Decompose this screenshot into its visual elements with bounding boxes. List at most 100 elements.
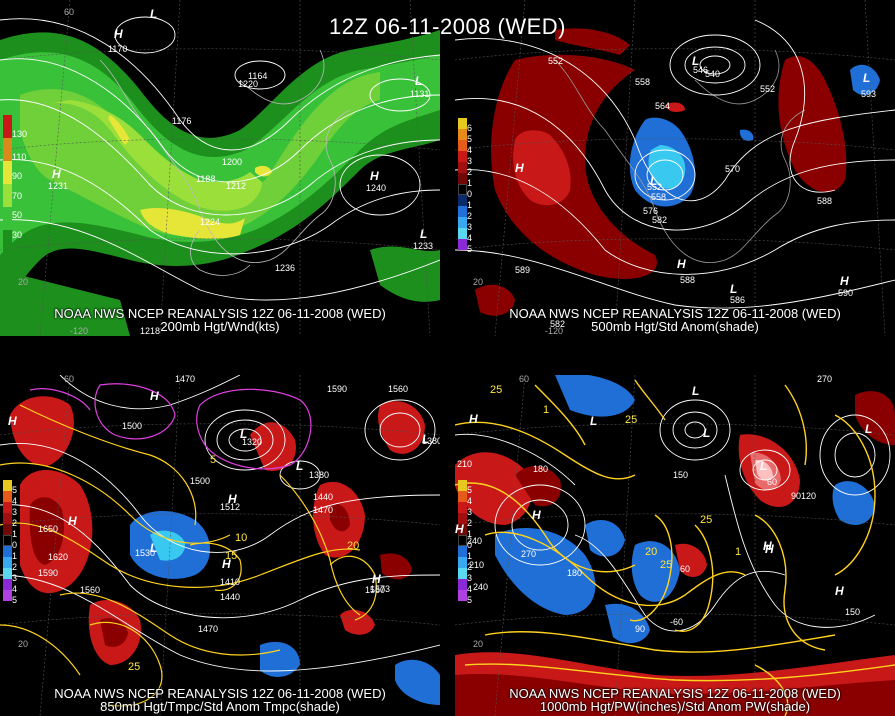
temp-value: 5 [210,454,217,466]
legend-label: 0 [467,540,473,550]
legend-swatch [458,579,467,590]
legend-label: 5 [467,485,473,495]
lat-lon-grid [0,0,440,336]
contour-value: 1650 [38,524,59,534]
pressure-center: H [469,412,478,426]
legend-label: 5 [12,485,18,495]
pressure-center: L [422,432,430,446]
map-1000mb [455,375,895,716]
pressure-center: H [765,542,774,556]
legend-swatch [458,480,467,491]
legend-label: 1 [467,200,473,210]
legend-swatch [458,173,467,184]
temp-value: 15 [225,550,238,562]
pressure-center: H [68,514,77,528]
legend-swatch [458,228,467,239]
legend-label: 4 [12,584,18,594]
contour-value: 90 [791,491,802,501]
contour-value: 180 [567,568,583,578]
panel-caption-field: 1000mb Hgt/PW(inches)/Std Anom PW(shade) [539,699,811,714]
panel-1000mb: 5 4 3 2 1 0 1 2 3 4 5 60 20 H L L H H L … [455,375,895,716]
legend-swatch [3,184,12,207]
legend-swatch [458,118,467,129]
pressure-center: H [228,492,237,506]
contour-value: 1200 [222,157,243,167]
height-contours [0,16,440,301]
contour-value: 1573 [370,584,391,594]
pressure-center: H [677,257,686,271]
contour-value: 1560 [365,585,386,595]
contour-value: 1131 [410,89,430,99]
pressure-center: L [865,422,873,436]
pressure-center: L [150,541,158,555]
pw-value: 25 [625,414,638,426]
pw-value: 25 [700,514,713,526]
legend-swatch [3,491,12,502]
legend-label: 1 [12,529,18,539]
pressure-center: H [370,169,379,183]
legend-swatch [458,140,467,151]
contour-value: 1188 [196,174,216,184]
panel-caption-source: NOAA NWS NCEP REANALYSIS 12Z 06-11-2008 … [54,686,386,701]
legend-swatch [458,568,467,579]
contour-value: 1380 [309,470,330,480]
pressure-center: L [730,282,738,296]
legend-swatch [458,217,467,228]
legend-label: 3 [12,507,18,517]
legend-swatch [458,184,467,195]
legend-label: 1 [467,551,473,561]
pressure-center: H [763,539,772,553]
pressure-center: L [240,427,248,441]
lat-label: 60 [519,375,530,384]
pressure-center: L [692,384,700,398]
legend-label: 3 [467,573,473,583]
legend-label: 5 [467,134,473,144]
legend-label: 0 [12,540,18,550]
contour-value: 589 [515,265,531,275]
legend-swatch [458,491,467,502]
lat-label: 20 [18,277,29,287]
legend-label: 2 [12,518,18,528]
pressure-center: L [692,54,700,68]
contour-value: 558 [635,77,651,87]
panel-200mb: 130 110 90 70 50 30 60 20 -120 L L H L H… [0,0,440,336]
legend-swatch [458,535,467,546]
pw-value: 1 [735,546,742,558]
legend-swatch [3,579,12,590]
legend-label: 0 [467,189,473,199]
contour-value: 552 [647,182,663,192]
contour-value: 270 [817,375,833,384]
lat-lon-grid [455,0,895,336]
panel-caption-source: NOAA NWS NCEP REANALYSIS 12Z 06-11-2008 … [509,306,841,321]
map-850mb [0,375,440,716]
legend-label: 130 [12,129,28,139]
contour-value: 150 [673,470,689,480]
panel-500mb: 6 5 4 3 2 1 0 1 2 3 4 5 20 -120 H L L H … [455,0,895,336]
legend-swatch [3,502,12,513]
panel-caption-field: 500mb Hgt/Std Anom(shade) [591,319,759,334]
legend-swatch [3,524,12,535]
pw-value: 20 [645,546,658,558]
legend-label: 30 [12,230,23,240]
legend-label: 90 [12,171,23,181]
legend-swatch [3,230,12,253]
contour-value: 552 [760,84,776,94]
temp-value: 10 [235,532,248,544]
pressure-center: L [296,459,304,473]
contour-value: 1560 [80,585,101,595]
legend-label: 5 [12,595,18,605]
pressure-center: L [650,174,658,188]
contour-value: 540 [705,69,721,79]
pw-value: 25 [490,384,503,396]
contour-value: 1218 [140,326,161,336]
contour-value: 240 [473,582,489,592]
legend-200mb [3,115,12,253]
height-contours [0,375,440,672]
legend-swatch [3,546,12,557]
contour-value: 1212 [226,181,247,191]
pw-value: 25 [660,559,673,571]
legend-850mb [3,480,12,601]
pressure-center: H [8,414,17,428]
legend-swatch [458,162,467,173]
contour-value: 588 [680,275,696,285]
